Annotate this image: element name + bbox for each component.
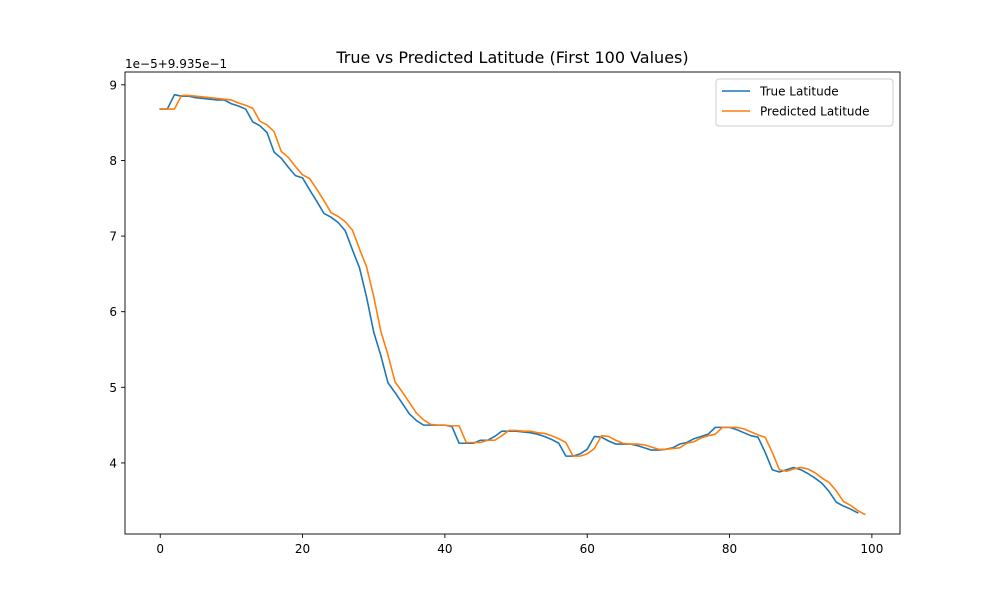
x-tick-label: 0 — [156, 542, 164, 556]
axes-layer: 0 20 40 60 80 100 4 5 6 7 8 9 — [109, 71, 901, 556]
legend-label-predicted-latitude: Predicted Latitude — [760, 105, 870, 119]
y-tick-label: 9 — [109, 78, 117, 92]
y-tick-label: 5 — [109, 381, 117, 395]
x-tick-label: 40 — [437, 542, 452, 556]
series-line-predicted-latitude — [159, 94, 866, 516]
series-layer — [159, 93, 866, 516]
axes-frame — [124, 71, 901, 535]
y-tick-label: 4 — [109, 456, 117, 470]
y-tick-label: 7 — [109, 230, 117, 244]
y-tick-label: 6 — [109, 305, 117, 319]
y-axis-offset-label: 1e−5+9.935e−1 — [125, 57, 227, 71]
x-tick-label: 60 — [580, 542, 595, 556]
plot-area — [125, 72, 900, 534]
legend-label-true-latitude: True Latitude — [759, 85, 839, 99]
legend: True Latitude Predicted Latitude — [715, 78, 894, 127]
y-tick-label: 8 — [109, 154, 117, 168]
x-tick-label: 80 — [722, 542, 737, 556]
plot-background — [125, 72, 900, 534]
x-tick-label: 100 — [860, 542, 883, 556]
chart-title: True vs Predicted Latitude (First 100 Va… — [335, 48, 688, 67]
x-tick-label: 20 — [295, 542, 310, 556]
legend-box — [715, 78, 894, 127]
